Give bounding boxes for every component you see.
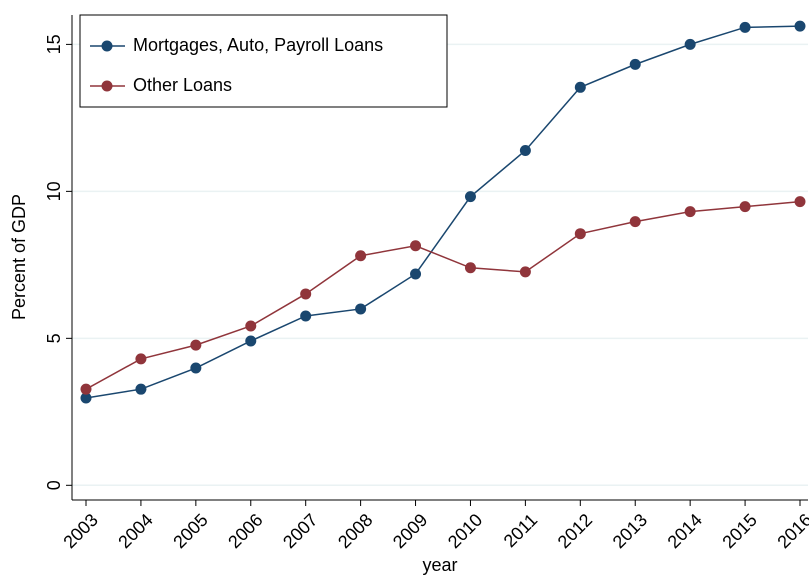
point: [574, 228, 586, 240]
legend-marker: [101, 40, 113, 52]
point: [355, 250, 367, 262]
series-line: [85, 25, 801, 399]
point: [135, 353, 147, 365]
point: [464, 262, 476, 274]
point: [519, 266, 531, 278]
point: [684, 206, 696, 218]
y-tick-label: 10: [44, 181, 64, 201]
point: [629, 216, 641, 228]
legend-label: Mortgages, Auto, Payroll Loans: [133, 35, 383, 55]
point: [410, 240, 422, 252]
y-tick-label: 5: [44, 333, 64, 343]
legend-label: Other Loans: [133, 75, 232, 95]
point: [519, 145, 531, 157]
point: [574, 81, 586, 93]
y-tick-label: 0: [44, 480, 64, 490]
point: [245, 335, 257, 347]
point: [355, 303, 367, 315]
point: [80, 383, 92, 395]
y-axis-title: Percent of GDP: [9, 194, 29, 320]
point: [629, 58, 641, 70]
point: [739, 21, 751, 33]
point: [794, 196, 806, 208]
point: [245, 320, 257, 332]
point: [794, 20, 806, 32]
legend-box: [79, 14, 448, 108]
point: [410, 268, 422, 280]
point: [300, 288, 312, 300]
point: [190, 339, 202, 351]
point: [739, 201, 751, 213]
point: [300, 310, 312, 322]
y-tick-label: 15: [44, 34, 64, 54]
point: [135, 383, 147, 395]
legend-marker: [101, 80, 113, 92]
point: [684, 38, 696, 50]
x-axis-title: year: [422, 555, 457, 575]
point: [464, 191, 476, 203]
series-line: [85, 200, 801, 390]
point: [190, 362, 202, 374]
point: [80, 392, 92, 404]
